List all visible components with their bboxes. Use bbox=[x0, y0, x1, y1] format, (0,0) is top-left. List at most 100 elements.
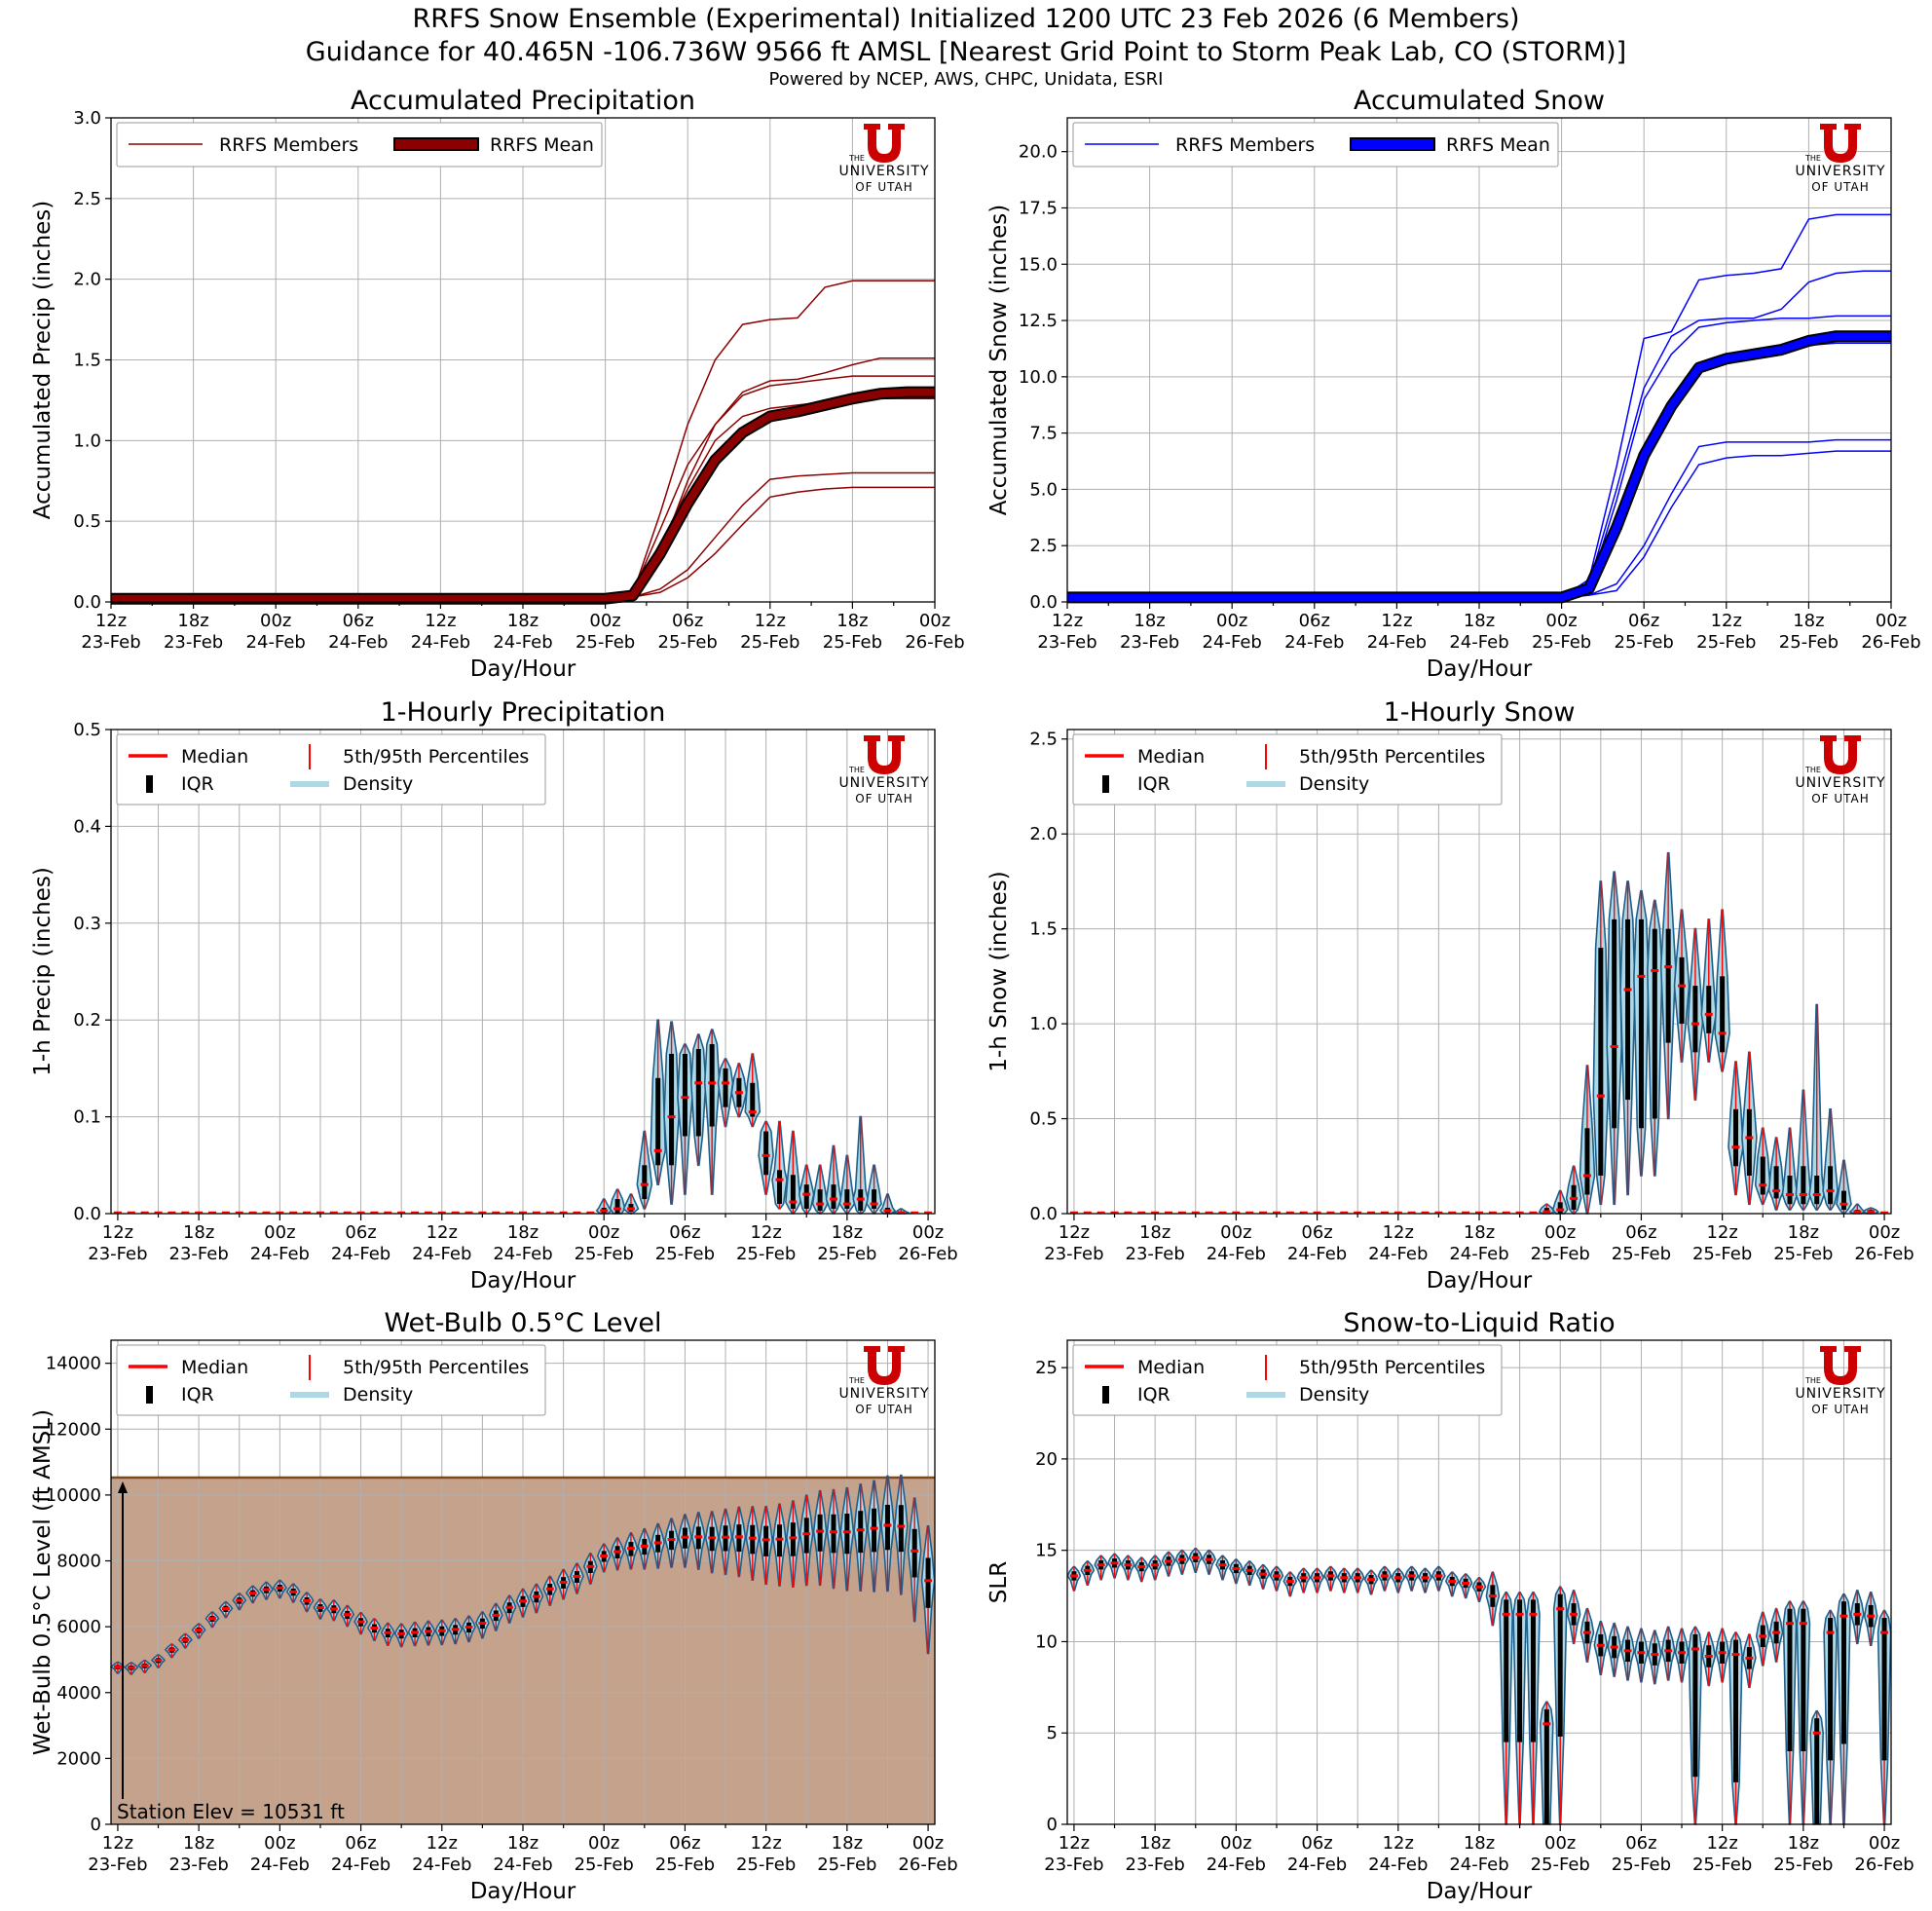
panel-title: Wet-Bulb 0.5°C Level bbox=[384, 1308, 661, 1338]
violin bbox=[462, 1615, 476, 1643]
violin bbox=[867, 1480, 881, 1592]
violin bbox=[407, 1621, 423, 1647]
legend-box bbox=[116, 122, 603, 168]
violin bbox=[596, 1543, 612, 1573]
x-tick-label: 25-Feb bbox=[1531, 1244, 1590, 1264]
y-tick-label: 0.5 bbox=[1029, 1109, 1058, 1130]
legend-label: 5th/95th Percentiles bbox=[1299, 1357, 1485, 1378]
violin bbox=[704, 1511, 720, 1574]
x-tick-label: 12z bbox=[1383, 1833, 1414, 1854]
violin bbox=[488, 1602, 503, 1631]
legend-label: Density bbox=[1299, 773, 1369, 795]
logo-line1: THE bbox=[848, 1376, 865, 1385]
member-line-5 bbox=[1067, 438, 1891, 599]
x-tick-label: 24-Feb bbox=[250, 1244, 310, 1264]
y-tick-label: 2000 bbox=[56, 1748, 101, 1769]
violin bbox=[191, 1623, 206, 1639]
y-tick-label: 15.0 bbox=[1019, 254, 1058, 275]
y-tick-label: 5.0 bbox=[1029, 479, 1058, 500]
violin bbox=[1377, 1565, 1393, 1592]
chart-wetbulb: Station Elev = 10531 ft 0 2000 4000 6000 8000… bbox=[30, 1308, 958, 1904]
x-tick-label: 12z bbox=[102, 1222, 133, 1243]
violin bbox=[1808, 1003, 1826, 1211]
x-tick-label: 24-Feb bbox=[1449, 632, 1508, 653]
figure-title: RRFS Snow Ensemble (Experimental) Initia… bbox=[412, 4, 1520, 34]
violin bbox=[852, 1115, 870, 1215]
panel-title: 1-Hourly Precipitation bbox=[381, 697, 666, 728]
violin bbox=[853, 1483, 869, 1592]
member-line-6 bbox=[1067, 450, 1891, 599]
violin bbox=[745, 1506, 761, 1581]
violin bbox=[1458, 1573, 1473, 1599]
violin bbox=[556, 1568, 571, 1600]
violin bbox=[1809, 1709, 1825, 1825]
violin bbox=[137, 1659, 153, 1673]
violin bbox=[1863, 1592, 1878, 1646]
y-axis-label: 1-h Precip (inches) bbox=[30, 867, 56, 1076]
x-tick-label: 23-Feb bbox=[164, 632, 223, 653]
member-line-1 bbox=[1067, 213, 1891, 599]
y-axis-label: Accumulated Snow (inches) bbox=[986, 205, 1012, 515]
violin-iqr bbox=[669, 1053, 675, 1166]
violin-iqr bbox=[898, 1505, 904, 1553]
y-tick-label: 2.0 bbox=[1029, 824, 1058, 844]
x-tick-label: 25-Feb bbox=[1612, 1855, 1671, 1875]
violin bbox=[839, 1486, 855, 1592]
legend-iqr-swatch bbox=[146, 1386, 153, 1404]
x-tick-label: 06z bbox=[345, 1833, 376, 1854]
x-tick-label: 06z bbox=[345, 1222, 376, 1243]
violin bbox=[1080, 1560, 1096, 1587]
x-tick-label: 12z bbox=[750, 1833, 781, 1854]
x-axis-label: Day/Hour bbox=[1427, 1879, 1533, 1904]
violin-iqr bbox=[1665, 928, 1671, 1043]
x-tick-label: 12z bbox=[102, 1833, 133, 1854]
violin-iqr bbox=[763, 1131, 769, 1176]
x-tick-label: 26-Feb bbox=[1854, 1855, 1913, 1875]
y-tick-label: 0.4 bbox=[73, 816, 101, 837]
violin-iqr bbox=[803, 1518, 809, 1554]
legend-label: Density bbox=[343, 1384, 413, 1405]
x-tick-label: 25-Feb bbox=[1532, 632, 1591, 653]
violin bbox=[1565, 1165, 1582, 1215]
violin bbox=[1147, 1555, 1163, 1581]
x-tick-label: 24-Feb bbox=[328, 632, 388, 653]
x-tick-label: 26-Feb bbox=[905, 632, 964, 653]
violin bbox=[1566, 1590, 1581, 1645]
grid bbox=[111, 1340, 935, 1825]
violin bbox=[1485, 1571, 1501, 1627]
violin-iqr bbox=[1720, 976, 1726, 1053]
violin bbox=[1714, 909, 1730, 1072]
violin bbox=[1673, 909, 1690, 1063]
violin bbox=[1255, 1563, 1271, 1590]
x-tick-label: 00z bbox=[1869, 1833, 1900, 1854]
violin-iqr bbox=[1733, 1639, 1739, 1782]
legend-iqr-swatch bbox=[146, 775, 153, 793]
legend-label: IQR bbox=[1137, 1384, 1170, 1405]
u-logo-icon bbox=[864, 735, 905, 774]
violin bbox=[1310, 1567, 1325, 1593]
violin bbox=[1404, 1565, 1420, 1592]
violin bbox=[1876, 1609, 1892, 1825]
y-tick-label: 20 bbox=[1035, 1449, 1058, 1470]
violin bbox=[204, 1611, 220, 1629]
x-tick-label: 12z bbox=[1381, 611, 1412, 631]
violin bbox=[703, 1029, 721, 1195]
legend-mean-swatch bbox=[1350, 137, 1435, 151]
violin bbox=[718, 1508, 733, 1576]
violin bbox=[421, 1620, 436, 1646]
violin bbox=[772, 1503, 787, 1587]
violin bbox=[650, 1019, 667, 1185]
series-group bbox=[1067, 213, 1891, 604]
x-tick-label: 24-Feb bbox=[1368, 1244, 1428, 1264]
violin bbox=[448, 1618, 464, 1645]
x-tick-label: 25-Feb bbox=[575, 1244, 634, 1264]
violin-iqr bbox=[858, 1511, 864, 1554]
violin bbox=[1634, 1628, 1649, 1683]
violin bbox=[326, 1599, 342, 1622]
violin bbox=[1754, 1127, 1771, 1206]
legend-label: RRFS Mean bbox=[490, 134, 594, 156]
x-tick-label: 23-Feb bbox=[81, 632, 140, 653]
x-tick-label: 26-Feb bbox=[898, 1855, 957, 1875]
